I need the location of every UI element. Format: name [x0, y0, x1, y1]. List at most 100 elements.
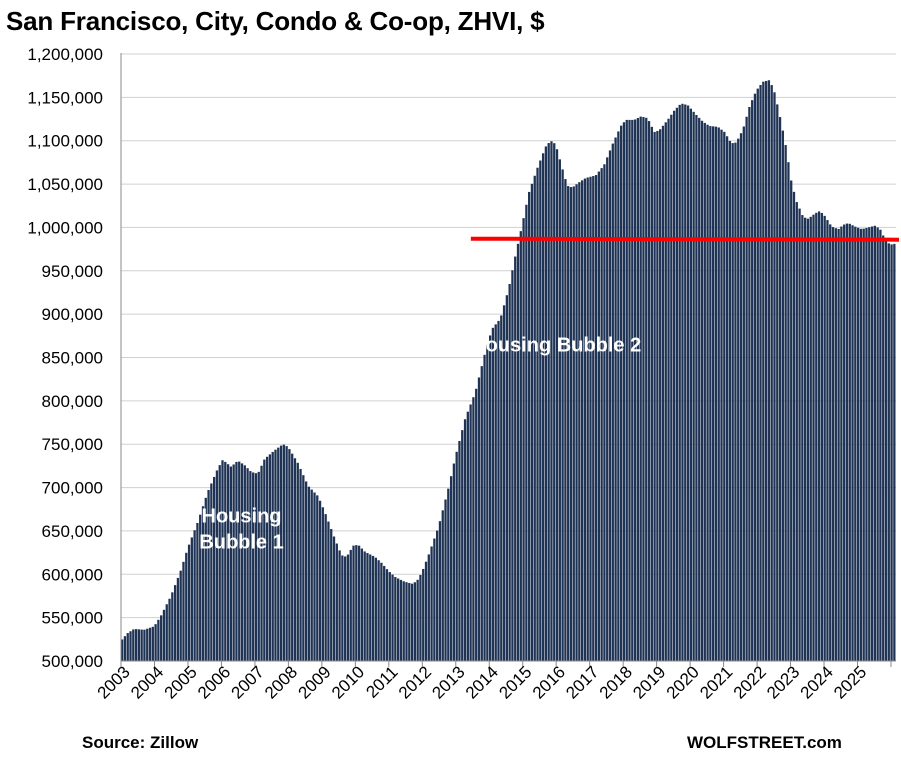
chart-title: San Francisco, City, Condo & Co-op, ZHVI…: [6, 6, 545, 36]
bar: [547, 143, 550, 661]
bar: [296, 462, 299, 661]
bar: [667, 118, 670, 661]
bar: [525, 204, 528, 661]
bar: [307, 486, 311, 661]
bar: [848, 223, 851, 661]
bar: [151, 626, 154, 661]
bar: [366, 553, 369, 661]
bar: [413, 582, 417, 661]
bar: [207, 489, 210, 661]
bar: [491, 327, 495, 661]
y-tick-label: 650,000: [42, 522, 103, 541]
bar: [436, 530, 439, 661]
bar: [541, 153, 545, 662]
annotation-label: Housing: [202, 505, 282, 527]
bar: [709, 126, 712, 661]
bar: [405, 582, 408, 661]
bar: [650, 126, 653, 662]
bar: [645, 117, 648, 661]
bar: [725, 136, 729, 661]
bar: [533, 175, 536, 661]
bar: [739, 133, 743, 662]
bar: [182, 561, 185, 661]
bar: [756, 88, 759, 662]
bar: [458, 440, 461, 661]
bar: [837, 228, 840, 662]
bar: [218, 465, 221, 661]
bar: [530, 183, 534, 661]
bar: [419, 574, 422, 661]
bar: [187, 544, 191, 661]
bar: [229, 466, 233, 661]
bar: [753, 93, 757, 662]
bar: [316, 495, 319, 661]
bar: [252, 472, 255, 661]
bar: [795, 202, 798, 661]
bar: [201, 506, 205, 661]
bar: [171, 592, 174, 661]
bar: [313, 492, 316, 661]
bar: [132, 629, 135, 661]
bar: [238, 461, 241, 661]
bar: [553, 143, 556, 662]
x-tick-label: 2015: [495, 662, 535, 702]
bar: [452, 463, 456, 661]
bar: [790, 180, 793, 661]
bar: [859, 228, 863, 661]
bar: [277, 447, 280, 661]
bar: [834, 228, 837, 661]
bar: [594, 175, 598, 662]
bar: [823, 215, 826, 661]
bar: [154, 624, 157, 661]
bar: [642, 117, 645, 661]
x-tick-label: 2019: [629, 662, 669, 702]
publisher-note: WOLFSTREET.com: [687, 733, 842, 752]
bar: [723, 131, 726, 661]
bar: [608, 150, 612, 661]
bar: [249, 471, 252, 661]
bar: [879, 229, 882, 662]
bar: [282, 444, 285, 661]
bar: [344, 556, 347, 661]
x-tick-label: 2006: [194, 662, 234, 702]
bar: [438, 521, 442, 661]
x-tick-label: 2011: [362, 662, 401, 701]
y-tick-label: 750,000: [42, 435, 103, 454]
bar: [254, 473, 258, 661]
bar: [712, 126, 715, 662]
bar: [408, 583, 411, 661]
bar: [360, 548, 364, 661]
bar: [815, 212, 818, 661]
bar: [380, 562, 383, 661]
x-tick-label: 2007: [228, 662, 268, 702]
bar: [190, 537, 193, 661]
bar: [500, 315, 503, 661]
bar: [302, 475, 305, 661]
bar: [243, 465, 246, 661]
bar: [391, 574, 394, 661]
bar: [165, 604, 168, 661]
bar: [168, 598, 171, 661]
x-tick-label: 2009: [295, 662, 335, 702]
bar: [684, 104, 687, 661]
bar: [742, 126, 745, 661]
bar: [592, 176, 595, 662]
bar: [751, 100, 754, 662]
bar: [416, 579, 419, 661]
bar: [514, 256, 517, 661]
bar: [424, 561, 428, 661]
bar: [890, 244, 893, 661]
bar: [226, 464, 230, 661]
x-tick-label: 2025: [830, 662, 870, 702]
bar: [614, 137, 617, 661]
bar: [817, 211, 821, 661]
bar: [714, 126, 718, 661]
bar: [603, 164, 606, 662]
bar: [647, 121, 651, 661]
bar: [636, 118, 640, 661]
bar: [628, 119, 631, 661]
bar: [285, 446, 288, 661]
x-tick-label: 2024: [797, 662, 837, 702]
bar: [678, 104, 681, 662]
